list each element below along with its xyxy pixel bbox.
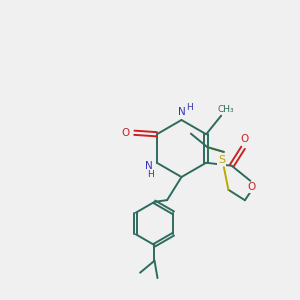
Text: N: N	[145, 161, 152, 171]
Text: CH₃: CH₃	[218, 105, 235, 113]
Text: O: O	[248, 182, 256, 192]
Text: N: N	[178, 106, 185, 117]
Text: H: H	[147, 170, 154, 179]
Text: H: H	[187, 103, 193, 112]
Text: O: O	[241, 134, 249, 144]
Text: O: O	[122, 128, 130, 138]
Text: S: S	[218, 155, 225, 165]
